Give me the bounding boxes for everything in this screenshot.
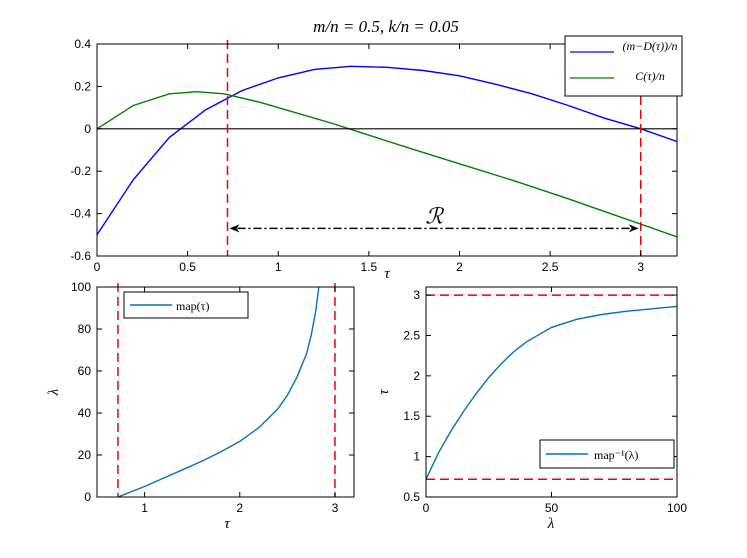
bl-xtick-label: 1	[141, 501, 148, 515]
br-series-group	[426, 294, 677, 480]
bl-ytick-label: 20	[78, 448, 92, 462]
top-xtick-label: 2	[456, 260, 463, 274]
top-chart: ℛ 0 0.5 1 1.5 2 2.5 3 0.4 0.2 0 -0.2 -0.4 -0.6 τ (m−…	[70, 35, 683, 282]
top-series-group	[97, 65, 677, 238]
top-xtick-label: 0	[94, 260, 101, 274]
bl-series-group	[117, 287, 320, 497]
bl-legend-label: map(τ)	[176, 299, 209, 313]
bl-ytick-label: 0	[84, 490, 91, 504]
bl-ytick-label: 60	[78, 364, 92, 378]
top-xtick-label: 1.5	[361, 260, 378, 274]
region-arrow-left-head	[229, 224, 240, 233]
br-xlabel: λ	[547, 516, 555, 532]
top-xtick-label: 0.5	[179, 260, 196, 274]
bl-ytick-label: 100	[71, 280, 91, 294]
br-series-line-0	[426, 305, 677, 480]
br-ytick-label: 1.5	[403, 409, 420, 423]
region-label: ℛ	[425, 203, 444, 228]
top-xlabel: τ	[384, 266, 390, 282]
legend-label-series-1: (m−D(τ))/n	[622, 39, 677, 53]
br-ytick-label: 2.5	[403, 328, 420, 342]
region-arrow-right-head	[628, 224, 639, 233]
top-ytick-label: -0.4	[70, 207, 91, 221]
legend-label-series-2: C(τ)/n	[635, 69, 665, 83]
top-ytick-label: -0.2	[70, 164, 91, 178]
br-xtick-label: 100	[667, 501, 687, 515]
top-legend-box	[564, 35, 683, 97]
br-ytick-label: 3	[413, 288, 420, 302]
bl-ylabel: λ	[46, 388, 62, 396]
top-xtick-label: 2.5	[542, 260, 559, 274]
br-xtick-label: 50	[545, 501, 559, 515]
bl-xtick-label: 2	[236, 501, 243, 515]
top-xtick-label: 3	[637, 260, 644, 274]
top-series-line-0	[97, 65, 677, 236]
bottom-left-chart: 1 2 3 100 80 60 40 20 0 τ λ map(τ)	[46, 280, 355, 532]
bl-axes-box	[96, 286, 355, 498]
bl-series-line-0	[117, 287, 320, 497]
bl-ytick-label: 80	[78, 322, 92, 336]
top-xtick-label: 1	[275, 260, 282, 274]
top-ytick-label: 0.4	[74, 37, 91, 51]
top-series-line-1	[97, 90, 677, 238]
bl-xtick-label: 3	[332, 501, 339, 515]
bl-xlabel: τ	[224, 516, 230, 532]
figure-title: m/n = 0.5, k/n = 0.05	[313, 17, 459, 36]
br-xtick-label: 0	[423, 501, 430, 515]
top-ytick-label: 0.2	[74, 79, 91, 93]
bl-plot-area	[97, 287, 354, 497]
br-ytick-label: 0.5	[403, 490, 420, 504]
top-ytick-label: -0.6	[70, 249, 91, 263]
br-ylabel: τ	[376, 389, 392, 395]
br-legend-label: map⁻¹(λ)	[594, 448, 638, 462]
br-legend: map⁻¹(λ)	[539, 439, 675, 469]
br-ytick-label: 2	[413, 369, 420, 383]
br-ytick-label: 1	[413, 450, 420, 464]
top-ytick-label: 0	[84, 122, 91, 136]
top-legend: (m−D(τ))/n C(τ)/n	[564, 35, 683, 97]
bl-legend: map(τ)	[123, 291, 249, 319]
top-axes-box	[96, 43, 678, 257]
bl-ytick-label: 40	[78, 406, 92, 420]
bottom-right-chart: 0 50 100 3 2.5 2 1.5 1 0.5 λ τ map⁻¹(λ)	[376, 286, 687, 532]
